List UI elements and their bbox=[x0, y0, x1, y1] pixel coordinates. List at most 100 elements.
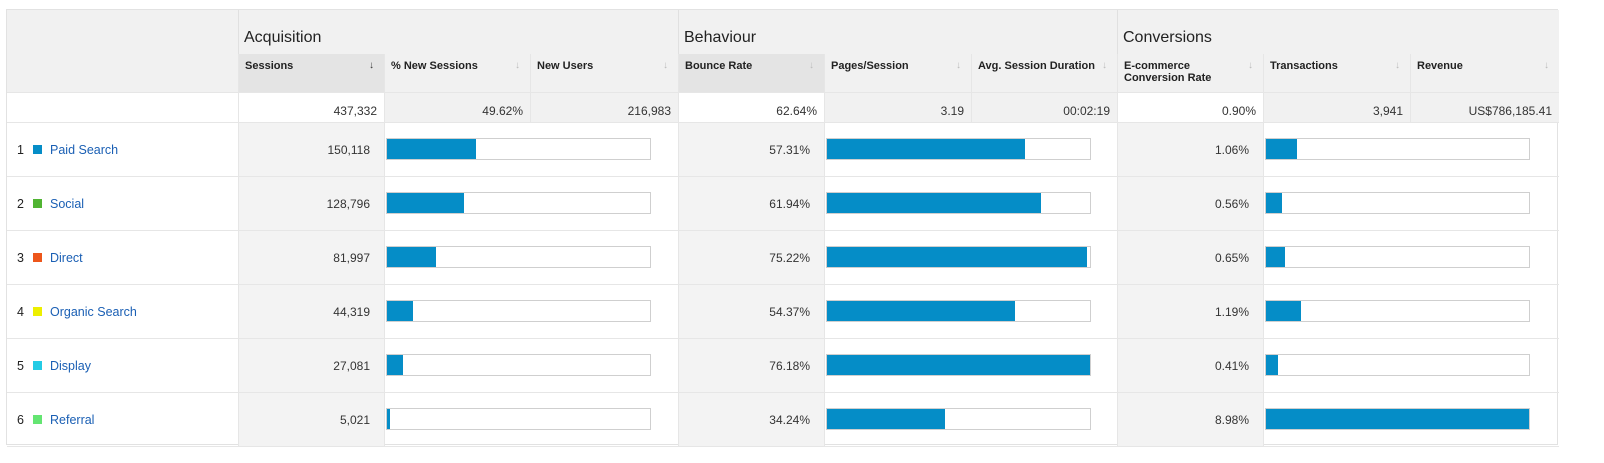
row-number: 6 bbox=[17, 412, 24, 427]
group-behaviour: Behaviour bbox=[678, 10, 1117, 54]
channel-link[interactable]: Paid Search bbox=[50, 142, 119, 157]
bar-track bbox=[1265, 300, 1530, 322]
channel-link[interactable]: Social bbox=[50, 196, 85, 211]
bar-track bbox=[386, 354, 651, 376]
row-number: 1 bbox=[17, 142, 24, 157]
value-ecom_rate: 0.65% bbox=[1117, 231, 1263, 285]
column-header-label: New Users bbox=[537, 60, 594, 72]
sort-arrow-icon[interactable]: ↓ bbox=[1544, 60, 1549, 71]
bar-track bbox=[1265, 354, 1530, 376]
total-new_sessions: 49.62% bbox=[384, 92, 530, 123]
value-sessions: 5,021 bbox=[238, 393, 384, 447]
column-header-new_sessions[interactable]: % New Sessions ↓ bbox=[384, 54, 530, 92]
column-header-revenue[interactable]: Revenue ↓ bbox=[1410, 54, 1559, 92]
column-header-label: E-commerce Conversion Rate bbox=[1124, 60, 1212, 84]
sort-arrow-icon[interactable]: ↓ bbox=[1102, 60, 1107, 71]
value-bounce_rate: 75.22% bbox=[678, 231, 824, 285]
column-header-label: Bounce Rate bbox=[685, 60, 753, 72]
column-header-label: Revenue bbox=[1417, 60, 1463, 72]
bar-fill bbox=[1266, 409, 1529, 429]
bar-fill bbox=[387, 301, 414, 321]
bar-fill bbox=[387, 409, 390, 429]
header-dimension-corner bbox=[7, 54, 238, 92]
total-bounce_rate: 62.64% bbox=[678, 92, 824, 123]
sort-arrow-icon[interactable]: ↓ bbox=[663, 60, 668, 71]
channel-link[interactable]: Referral bbox=[50, 412, 95, 427]
value-sessions: 81,997 bbox=[238, 231, 384, 285]
bar-fill bbox=[827, 193, 1041, 213]
total-pages_session: 3.19 bbox=[824, 92, 971, 123]
channel-link[interactable]: Organic Search bbox=[50, 304, 137, 319]
bar-cell-bounce_rate bbox=[824, 339, 1117, 393]
bar-cell-bounce_rate bbox=[824, 285, 1117, 339]
column-header-label: Avg. Session Duration bbox=[978, 60, 1095, 72]
series-color-swatch bbox=[33, 361, 42, 370]
value-ecom_rate: 0.56% bbox=[1117, 177, 1263, 231]
bar-track bbox=[386, 138, 651, 160]
bar-fill bbox=[387, 355, 404, 375]
total-revenue: US$786,185.41 bbox=[1410, 92, 1559, 123]
column-header-label: Pages/Session bbox=[831, 60, 909, 72]
channel-link[interactable]: Display bbox=[50, 358, 91, 373]
bar-track bbox=[826, 300, 1091, 322]
table-row-label: 5 Display bbox=[7, 339, 238, 393]
bar-track bbox=[386, 408, 651, 430]
column-header-pages_session[interactable]: Pages/Session ↓ bbox=[824, 54, 971, 92]
column-header-label: Sessions bbox=[245, 60, 294, 72]
value-ecom_rate: 1.19% bbox=[1117, 285, 1263, 339]
sort-arrow-icon[interactable]: ↓ bbox=[1395, 60, 1400, 71]
bar-track bbox=[826, 246, 1091, 268]
bar-fill bbox=[827, 139, 1025, 159]
row-number: 2 bbox=[17, 196, 24, 211]
value-bounce_rate: 54.37% bbox=[678, 285, 824, 339]
header-corner bbox=[7, 10, 238, 54]
column-header-avg_duration[interactable]: Avg. Session Duration ↓ bbox=[971, 54, 1117, 92]
total-new_users: 216,983 bbox=[530, 92, 678, 123]
sort-arrow-icon[interactable]: ↓ bbox=[809, 60, 814, 71]
value-bounce_rate: 57.31% bbox=[678, 123, 824, 177]
row-number: 4 bbox=[17, 304, 24, 319]
bar-fill bbox=[827, 355, 1090, 375]
channel-report-table: Acquisition Behaviour Conversions Sessions ↓… bbox=[6, 9, 1559, 447]
bar-track bbox=[1265, 408, 1530, 430]
bar-track bbox=[386, 300, 651, 322]
column-header-ecom_rate[interactable]: E-commerce Conversion Rate ↓ bbox=[1117, 54, 1263, 92]
column-header-label: Transactions bbox=[1270, 60, 1338, 72]
column-header-sessions[interactable]: Sessions ↓ bbox=[238, 54, 384, 92]
bar-track bbox=[386, 192, 651, 214]
bar-track bbox=[1265, 192, 1530, 214]
bar-cell-sessions bbox=[384, 339, 678, 393]
total-ecom_rate: 0.90% bbox=[1117, 92, 1263, 123]
value-ecom_rate: 0.41% bbox=[1117, 339, 1263, 393]
series-color-swatch bbox=[33, 415, 42, 424]
column-header-new_users[interactable]: New Users ↓ bbox=[530, 54, 678, 92]
row-number: 3 bbox=[17, 250, 24, 265]
sort-arrow-icon[interactable]: ↓ bbox=[1248, 60, 1253, 71]
bar-cell-ecom_rate bbox=[1263, 393, 1559, 447]
value-sessions: 27,081 bbox=[238, 339, 384, 393]
channel-link[interactable]: Direct bbox=[50, 250, 83, 265]
value-bounce_rate: 34.24% bbox=[678, 393, 824, 447]
bar-track bbox=[826, 138, 1091, 160]
bar-cell-sessions bbox=[384, 123, 678, 177]
bar-track bbox=[826, 408, 1091, 430]
bar-track bbox=[826, 354, 1091, 376]
value-ecom_rate: 1.06% bbox=[1117, 123, 1263, 177]
column-header-bounce_rate[interactable]: Bounce Rate ↓ bbox=[678, 54, 824, 92]
bar-fill bbox=[387, 247, 436, 267]
series-color-swatch bbox=[33, 253, 42, 262]
series-color-swatch bbox=[33, 199, 42, 208]
bar-fill bbox=[1266, 301, 1301, 321]
sort-arrow-icon[interactable]: ↓ bbox=[515, 60, 520, 71]
sort-arrow-icon[interactable]: ↓ bbox=[369, 60, 374, 71]
sort-arrow-icon[interactable]: ↓ bbox=[956, 60, 961, 71]
table-row-label: 4 Organic Search bbox=[7, 285, 238, 339]
column-header-transactions[interactable]: Transactions ↓ bbox=[1263, 54, 1410, 92]
bar-fill bbox=[387, 193, 465, 213]
totals-label-cell bbox=[7, 92, 238, 123]
total-avg_duration: 00:02:19 bbox=[971, 92, 1117, 123]
bar-cell-sessions bbox=[384, 393, 678, 447]
bar-track bbox=[386, 246, 651, 268]
group-acquisition: Acquisition bbox=[238, 10, 678, 54]
bar-cell-bounce_rate bbox=[824, 123, 1117, 177]
